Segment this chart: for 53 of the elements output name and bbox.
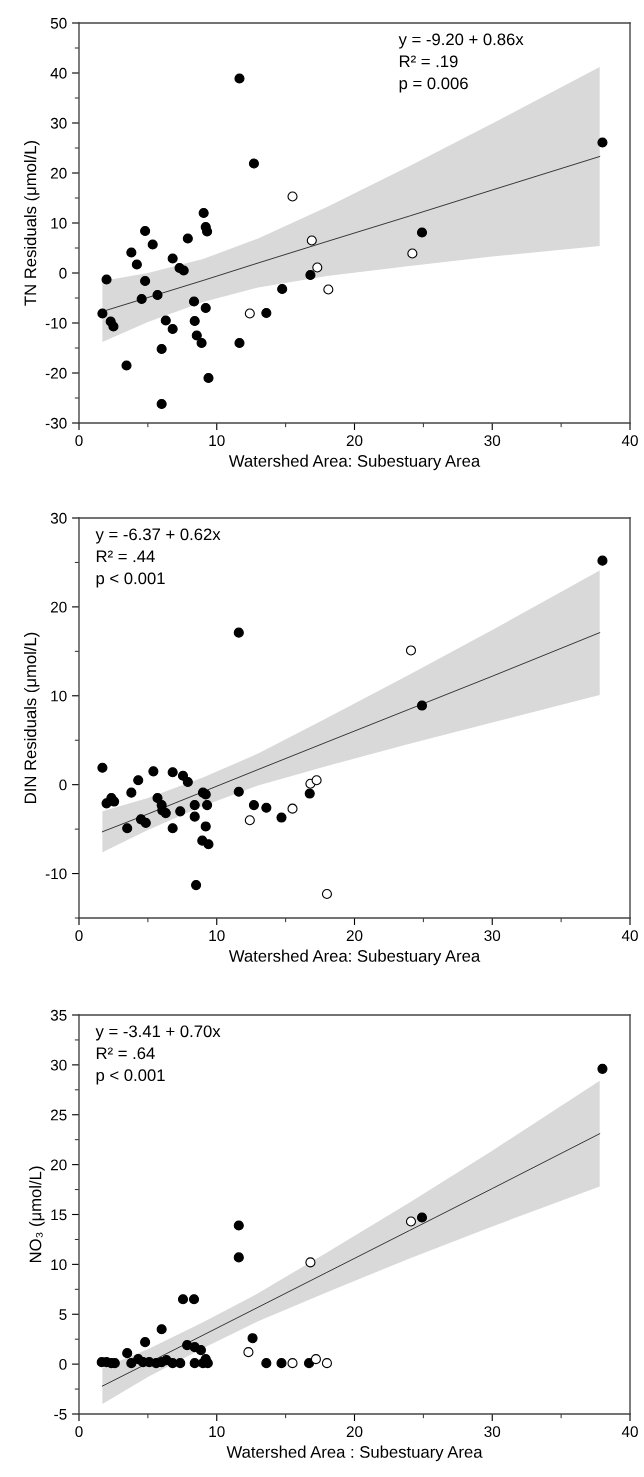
y-axis-title: NO₃ (μmol/L) — [29, 1166, 45, 1263]
annotation: y = -9.20 + 0.86x — [398, 33, 524, 49]
y-tick-label: -10 — [45, 317, 67, 329]
y-axis-title: TN Residuals (μmol/L) — [24, 140, 40, 306]
annotation: y = -3.41 + 0.70x — [95, 1025, 221, 1041]
annotation: R² = .64 — [96, 1047, 155, 1060]
y-tick-label: 50 — [50, 17, 67, 29]
y-tick-label: 40 — [50, 67, 67, 79]
x-tick-label: 10 — [209, 435, 225, 447]
x-tick-label: 0 — [75, 1426, 83, 1438]
x-tick-label: 20 — [346, 930, 363, 942]
y-tick-label: 10 — [51, 1259, 67, 1271]
x-tick-label: 0 — [75, 435, 83, 447]
x-axis-title: Watershed Area : Subestuary Area — [226, 1445, 483, 1462]
x-tick-label: 20 — [346, 435, 363, 447]
y-axis-title: DIN Residuals (μmol/L) — [24, 632, 40, 803]
y-tick-label: 30 — [50, 1059, 67, 1071]
x-axis-title: Watershed Area: Subestuary Area — [228, 454, 481, 471]
x-tick-label: 40 — [621, 1426, 638, 1438]
annotation: y = -6.37 + 0.62x — [95, 528, 221, 544]
y-tick-label: 0 — [59, 1358, 67, 1370]
annotation: R² = .19 — [399, 55, 458, 68]
y-tick-label: 0 — [59, 779, 67, 791]
x-tick-label: 30 — [484, 1426, 501, 1438]
y-tick-label: -10 — [45, 868, 67, 880]
y-tick-label: 25 — [50, 1109, 67, 1121]
x-axis-title: Watershed Area: Subestuary Area — [228, 949, 481, 966]
y-tick-label: 10 — [51, 690, 67, 702]
y-tick-label: 5 — [59, 1309, 67, 1320]
x-tick-label: 0 — [75, 930, 83, 942]
x-tick-label: 40 — [621, 435, 638, 447]
x-tick-label: 10 — [209, 1426, 225, 1438]
y-tick-label: 10 — [51, 217, 67, 229]
annotation: p < 0.001 — [96, 572, 165, 588]
annotation: R² = .44 — [96, 550, 155, 563]
y-tick-label: 15 — [51, 1209, 67, 1221]
x-tick-label: 30 — [484, 930, 501, 942]
y-tick-label: 35 — [50, 1009, 67, 1021]
x-tick-label: 10 — [209, 930, 225, 942]
y-tick-label: 20 — [50, 167, 67, 179]
y-tick-label: -5 — [54, 1409, 67, 1420]
y-tick-label: -30 — [45, 417, 67, 429]
y-tick-label: 30 — [50, 117, 67, 129]
x-tick-label: 20 — [346, 1426, 363, 1438]
x-tick-label: 30 — [484, 435, 501, 447]
y-tick-label: 20 — [50, 1159, 67, 1171]
y-tick-label: 20 — [50, 601, 67, 613]
y-tick-label: -20 — [45, 367, 67, 379]
y-tick-label: 30 — [50, 512, 67, 524]
y-tick-label: 0 — [59, 267, 67, 279]
annotation: p = 0.006 — [399, 77, 468, 93]
x-tick-label: 40 — [621, 930, 638, 942]
annotation: p < 0.001 — [96, 1069, 165, 1085]
